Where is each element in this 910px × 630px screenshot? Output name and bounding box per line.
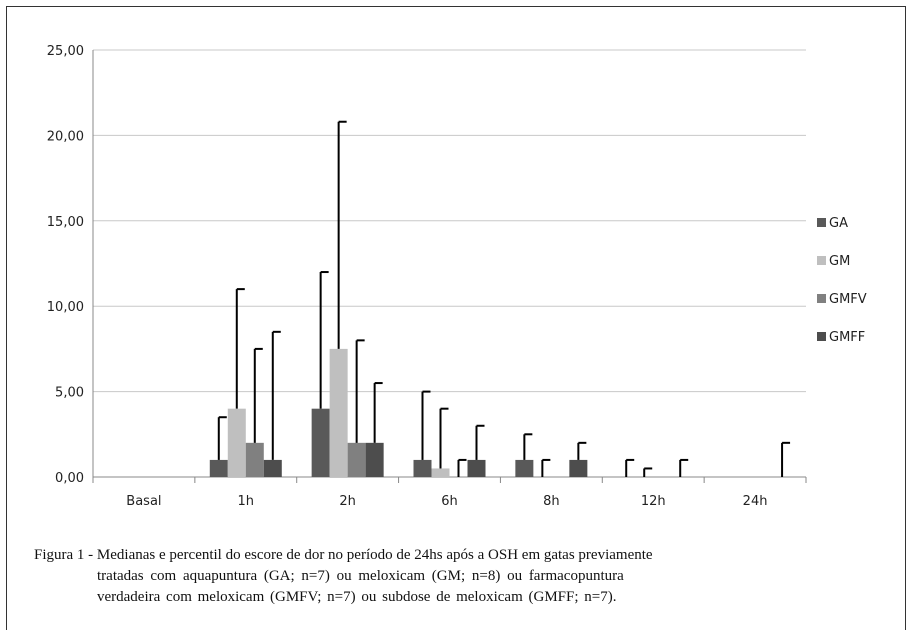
bar [311, 408, 330, 477]
y-tick-label: 25,00 [47, 44, 84, 59]
caption-line-2: tratadas com aquapuntura (GA; n=7) ou me… [97, 568, 624, 584]
x-tick-label: 24h [743, 494, 768, 509]
bar [467, 459, 486, 477]
chart-grid [93, 49, 806, 393]
x-tick-label: 12h [641, 494, 666, 509]
bar [347, 442, 366, 477]
legend-swatch [817, 294, 826, 303]
y-tick-label: 10,00 [47, 300, 84, 315]
x-axis: Basal 1h 2h 6h 8h 12h 24h [92, 476, 807, 509]
y-axis: 0,00 5,00 10,00 15,00 20,00 25,00 [47, 44, 94, 486]
y-tick-label: 0,00 [55, 471, 84, 486]
x-tick-label: Basal [126, 494, 161, 509]
x-tick-label: 1h [238, 494, 255, 509]
x-tick-label: 2h [339, 494, 356, 509]
y-tick-label: 5,00 [55, 386, 84, 401]
legend-label: GMFF [829, 330, 865, 345]
x-tick-label: 8h [543, 494, 560, 509]
x-tick-label: 6h [441, 494, 458, 509]
legend-label: GMFV [829, 292, 867, 307]
bar [569, 459, 588, 477]
bars [209, 348, 588, 477]
bar [365, 442, 384, 477]
legend-swatch [817, 256, 826, 265]
y-tick-label: 15,00 [47, 215, 84, 230]
legend: GA GM GMFV GMFF [817, 216, 867, 345]
bar [245, 442, 264, 477]
bar [263, 459, 282, 477]
legend-swatch [817, 218, 826, 227]
bar [515, 459, 534, 477]
legend-swatch [817, 332, 826, 341]
y-tick-label: 20,00 [47, 129, 84, 144]
bar [413, 459, 432, 477]
error-bars [217, 120, 791, 477]
figure-frame [6, 6, 906, 630]
bar [227, 408, 246, 477]
bar [209, 459, 228, 477]
bar-chart: 0,00 5,00 10,00 15,00 20,00 25,00 Basal 1h 2h 6h… [47, 44, 867, 509]
bar [431, 468, 450, 477]
legend-label: GM [829, 254, 850, 269]
legend-label: GA [829, 216, 848, 231]
caption-line-3: verdadeira com meloxicam (GMFV; n=7) ou … [97, 589, 617, 605]
bar [329, 348, 348, 477]
caption-line-1: Figura 1 - Medianas e percentil do escor… [34, 547, 653, 563]
